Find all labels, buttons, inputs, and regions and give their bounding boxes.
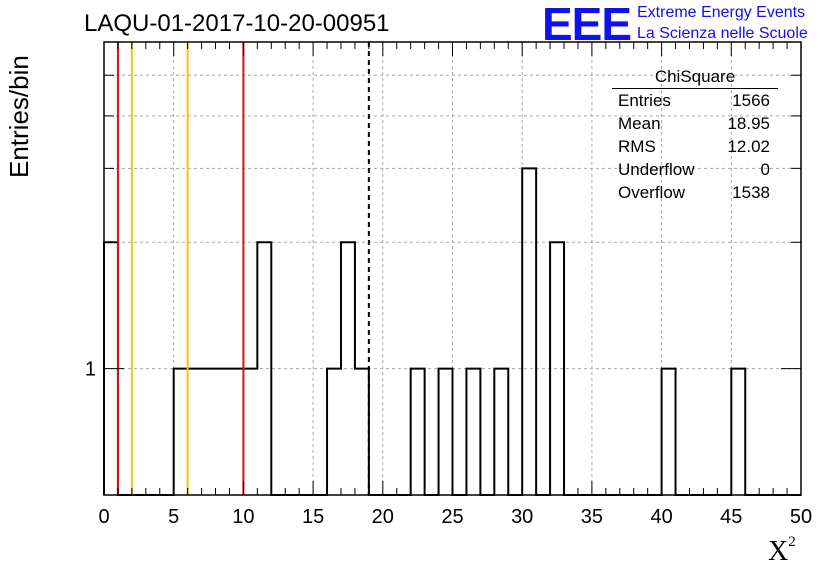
stats-row-underflow: Underflow 0 [612, 160, 778, 183]
stats-value: 1538 [732, 183, 770, 202]
x-axis-label-base: X [768, 536, 789, 567]
stats-label: RMS [618, 137, 656, 156]
stats-row-overflow: Overflow 1538 [612, 183, 778, 206]
x-tick-label: 45 [720, 506, 742, 528]
eee-logo: EEE [542, 0, 632, 50]
stats-value: 12.02 [727, 137, 770, 156]
stats-label: Mean [618, 114, 661, 133]
stats-value: 18.95 [727, 114, 770, 133]
stats-title: ChiSquare [612, 67, 778, 89]
logo-line-2: La Scienza nelle Scuole [637, 25, 808, 42]
stats-row-entries: Entries 1566 [612, 91, 778, 114]
x-tick-label: 15 [302, 506, 324, 528]
histogram-outline [103, 167, 801, 496]
x-tick-label: 30 [511, 506, 533, 528]
x-tick-label: 20 [372, 506, 394, 528]
x-axis-label-superscript: 2 [788, 533, 796, 550]
x-tick-label: 25 [441, 506, 463, 528]
x-axis-label: X2 [768, 533, 796, 568]
y-tick-label: 1 [85, 359, 96, 381]
chart-title: LAQU-01-2017-10-20-00951 [84, 10, 390, 37]
x-tick-label: 10 [232, 506, 254, 528]
stats-value: 1566 [732, 91, 770, 110]
stats-value: 0 [760, 160, 770, 179]
stats-label: Underflow [618, 160, 695, 179]
x-tick-label: 40 [650, 506, 672, 528]
logo-line-1: Extreme Energy Events [637, 4, 806, 21]
stats-label: Overflow [618, 183, 686, 202]
stats-box: ChiSquare Entries 1566 Mean 18.95 RMS 12.02… [612, 67, 778, 206]
x-tick-label: 5 [168, 506, 179, 528]
stats-row-rms: RMS 12.02 [612, 137, 778, 160]
histogram-bars [103, 167, 801, 496]
cut-lines [116, 42, 370, 495]
y-axis-label: Entries/bin [4, 55, 34, 178]
x-tick-label: 50 [790, 506, 812, 528]
stats-label: Entries [618, 91, 671, 110]
x-tick-label: 0 [98, 506, 109, 528]
x-tick-label: 35 [581, 506, 603, 528]
stats-row-mean: Mean 18.95 [612, 114, 778, 137]
axes: 0 5 10 15 20 25 30 35 40 45 50 1 [85, 41, 812, 528]
